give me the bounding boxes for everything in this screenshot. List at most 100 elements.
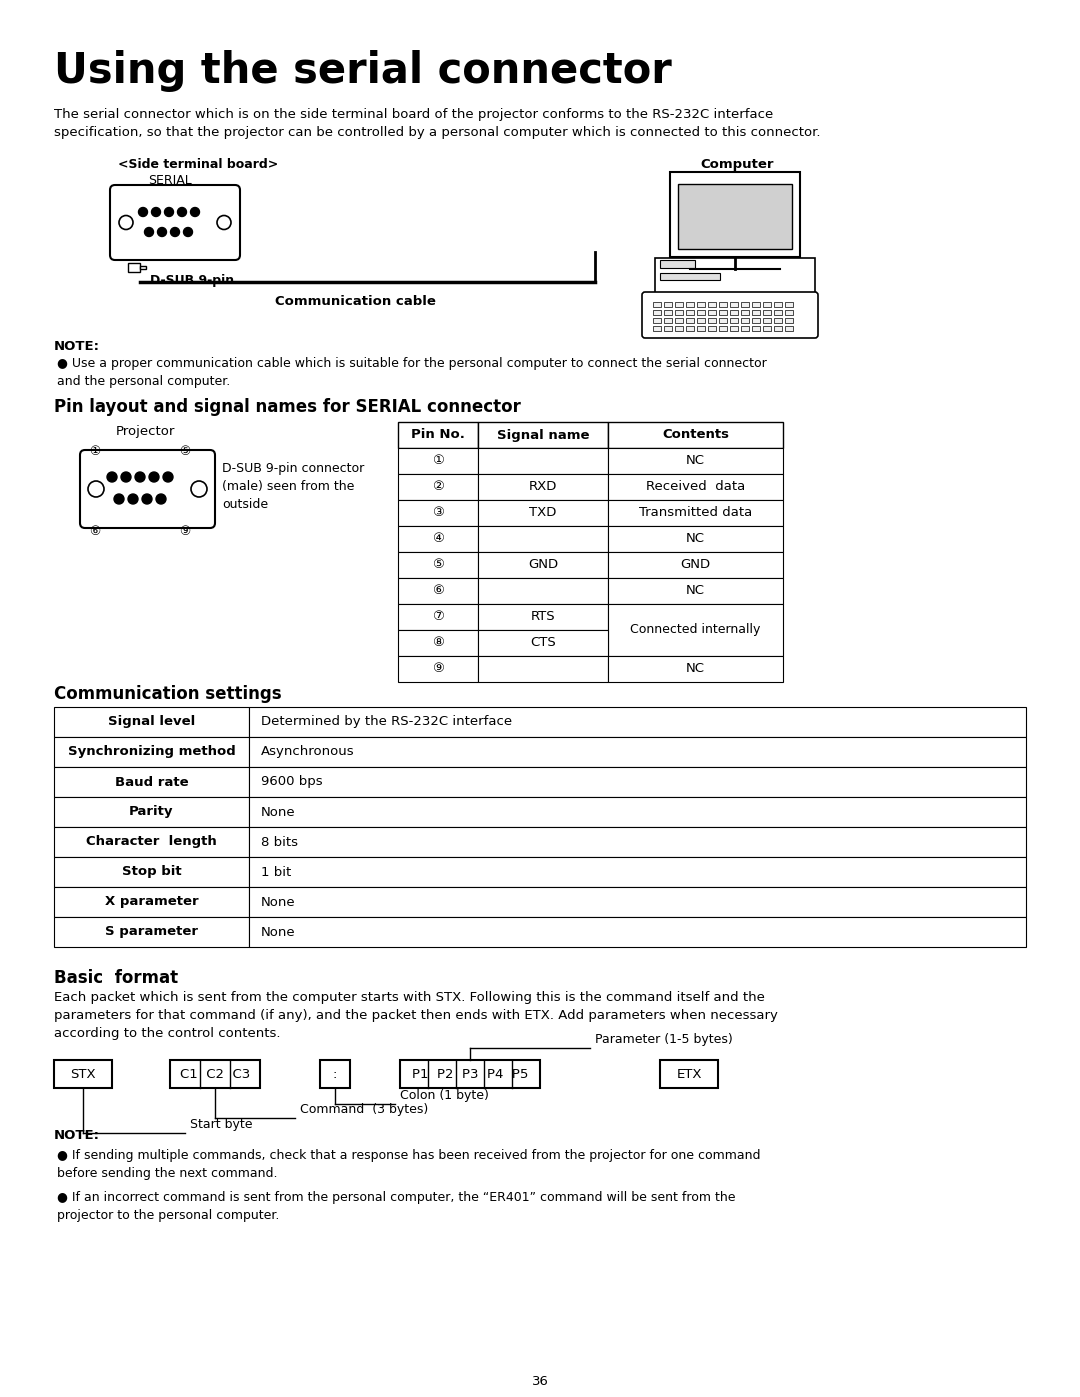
Bar (478, 500, 608, 527)
Bar (708, 302, 716, 307)
Bar (249, 856, 1026, 887)
Text: Connected internally: Connected internally (631, 623, 760, 637)
Text: The serial connector which is on the side terminal board of the projector confor: The serial connector which is on the sid… (54, 108, 821, 138)
Circle shape (149, 472, 159, 482)
Text: C1  C2  C3: C1 C2 C3 (180, 1067, 251, 1080)
Text: Parity: Parity (130, 806, 174, 819)
Text: Basic  format: Basic format (54, 970, 178, 988)
Text: NC: NC (686, 662, 705, 676)
Text: 9600 bps: 9600 bps (261, 775, 323, 788)
Text: Using the serial connector: Using the serial connector (54, 50, 672, 92)
Text: S parameter: S parameter (105, 925, 198, 939)
Bar (730, 310, 738, 314)
Bar (140, 265, 146, 270)
Bar (399, 604, 478, 630)
Bar (54, 1060, 112, 1088)
Bar (608, 422, 783, 448)
Bar (785, 326, 793, 331)
FancyBboxPatch shape (80, 450, 215, 528)
Text: ● Use a proper communication cable which is suitable for the personal computer t: ● Use a proper communication cable which… (57, 358, 767, 388)
Text: None: None (261, 895, 296, 908)
Text: CTS: CTS (530, 637, 556, 650)
Bar (608, 448, 783, 474)
Circle shape (129, 495, 138, 504)
Bar (608, 527, 783, 552)
Bar (608, 500, 783, 527)
Text: ⑨: ⑨ (432, 662, 444, 676)
Circle shape (217, 215, 231, 229)
Text: ● If sending multiple commands, check that a response has been received from the: ● If sending multiple commands, check th… (57, 1148, 760, 1180)
Circle shape (141, 495, 152, 504)
Circle shape (190, 208, 200, 217)
Bar (54, 887, 249, 916)
Bar (762, 302, 771, 307)
Bar (249, 887, 1026, 916)
Circle shape (87, 481, 104, 497)
Circle shape (191, 481, 207, 497)
Bar (249, 767, 1026, 798)
Text: ● If an incorrect command is sent from the personal computer, the “ER401” comman: ● If an incorrect command is sent from t… (57, 1192, 735, 1222)
Bar (741, 310, 750, 314)
Bar (608, 578, 783, 604)
Text: 36: 36 (531, 1375, 549, 1389)
Circle shape (114, 495, 124, 504)
Text: NOTE:: NOTE: (54, 339, 100, 353)
Bar (664, 319, 672, 323)
Circle shape (119, 215, 133, 229)
Bar (608, 474, 783, 500)
Text: ⑤: ⑤ (179, 446, 191, 458)
Text: Stop bit: Stop bit (122, 866, 181, 879)
Text: NC: NC (686, 584, 705, 598)
Bar (129, 263, 140, 272)
Text: SERIAL: SERIAL (148, 175, 192, 187)
Bar (675, 310, 683, 314)
Bar (664, 302, 672, 307)
Text: Parameter (1-5 bytes): Parameter (1-5 bytes) (595, 1032, 732, 1046)
Bar (730, 319, 738, 323)
Text: NC: NC (686, 454, 705, 468)
Bar (478, 552, 608, 578)
Bar (762, 319, 771, 323)
Text: P1  P2  P3  P4  P5: P1 P2 P3 P4 P5 (411, 1067, 528, 1080)
Bar (675, 326, 683, 331)
Bar (752, 319, 760, 323)
Text: X parameter: X parameter (105, 895, 199, 908)
Text: ①: ① (432, 454, 444, 468)
Bar (660, 272, 720, 279)
Bar (785, 302, 793, 307)
Bar (399, 527, 478, 552)
Bar (608, 657, 783, 682)
Text: NOTE:: NOTE: (54, 1129, 100, 1141)
Bar (54, 707, 249, 738)
Bar (54, 827, 249, 856)
Bar (675, 302, 683, 307)
Bar (654, 258, 815, 293)
Text: Pin No.: Pin No. (411, 429, 464, 441)
Bar (54, 738, 249, 767)
Bar (785, 310, 793, 314)
Text: RXD: RXD (529, 481, 557, 493)
Text: NC: NC (686, 532, 705, 545)
Bar (785, 319, 793, 323)
Bar (660, 260, 696, 268)
Text: RTS: RTS (530, 610, 555, 623)
Text: ⑥: ⑥ (432, 584, 444, 598)
Bar (653, 326, 661, 331)
Bar (653, 310, 661, 314)
Text: Computer: Computer (700, 158, 773, 170)
Bar (752, 326, 760, 331)
Bar (752, 310, 760, 314)
Circle shape (107, 472, 117, 482)
FancyBboxPatch shape (110, 184, 240, 260)
Bar (478, 630, 608, 657)
Bar (678, 184, 792, 249)
Text: Transmitted data: Transmitted data (639, 507, 752, 520)
Bar (54, 856, 249, 887)
Circle shape (164, 208, 174, 217)
Bar (54, 916, 249, 947)
Bar (608, 604, 783, 657)
Bar (730, 326, 738, 331)
Text: None: None (261, 806, 296, 819)
Bar (741, 319, 750, 323)
Bar (608, 552, 783, 578)
